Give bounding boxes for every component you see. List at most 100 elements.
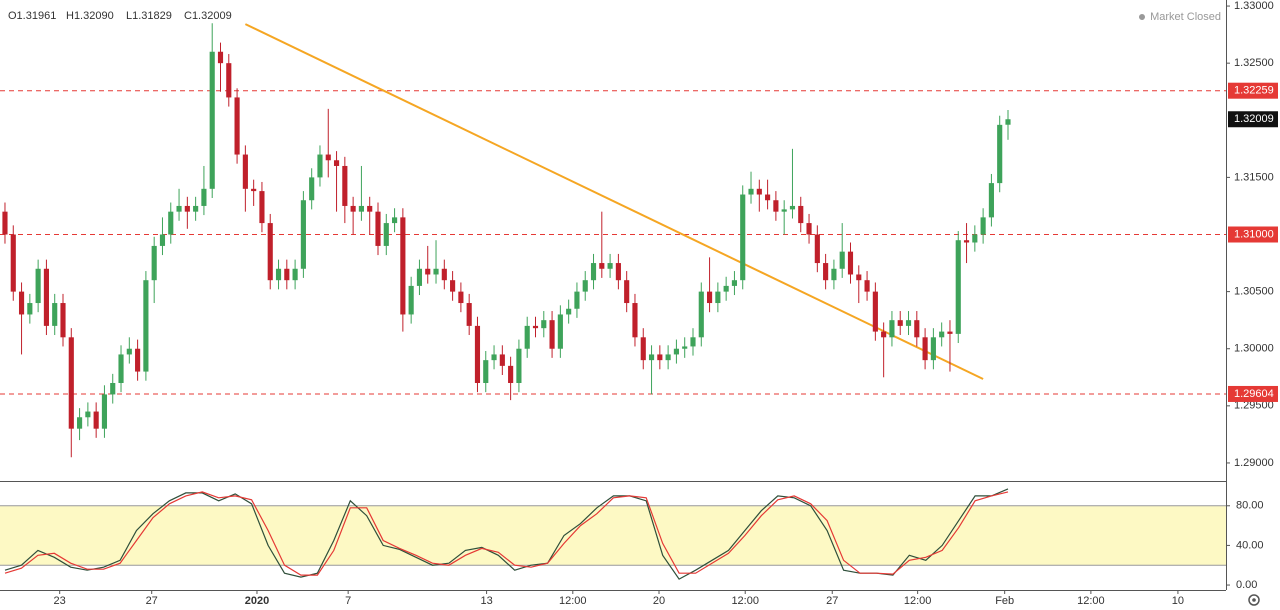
candle-body [27,303,33,315]
candle-body [922,337,928,361]
candle-body [590,263,597,281]
oscillator-line [4,488,1009,580]
candle-body [798,205,804,224]
candle-body [715,291,721,304]
candle-body [126,348,132,355]
candle-body [839,251,845,269]
candle-body [748,188,754,195]
candle-body [516,348,522,383]
candle-body [814,234,820,264]
candle-body [168,211,174,235]
candle-body [101,394,108,429]
candle-body [159,234,166,246]
candle-body [234,97,240,155]
market-status: Market Closed [1150,11,1221,23]
x-tick-label: 27 [826,595,838,607]
candle-body [499,354,505,366]
candle-body [333,160,340,166]
y-tick-label: 80.00 [1236,500,1264,512]
candle-body [690,337,696,347]
candle-body [823,263,829,281]
candle-body [740,194,746,281]
ohlc-low: L1.31829 [126,10,172,22]
candle-body [648,354,655,361]
candle-body [997,124,1003,184]
candle-body [143,280,149,372]
candle-body [599,263,605,269]
candle-body [914,320,920,338]
candle-body [723,285,729,292]
candle-body [18,291,25,315]
candle-body [275,268,282,281]
level-label: 1.29604 [1234,388,1274,400]
candle-body [939,331,945,338]
x-tick-label: 12:00 [904,595,932,607]
candle-body [259,191,265,224]
candle-body [541,320,547,329]
candle-body [549,320,555,349]
candle-body [930,337,936,361]
candle-body [889,320,895,338]
candle-body [433,268,439,275]
candle-body [615,263,621,281]
level-label: 1.31000 [1234,228,1274,240]
x-tick-label: Feb [995,595,1014,607]
x-tick-label: 12:00 [1077,595,1105,607]
candle-body [607,263,613,269]
candle-body [135,348,141,372]
candle-body [201,188,207,206]
status-dot [1139,14,1145,20]
candle-body [557,314,563,349]
candle-body [2,211,8,235]
candle-body [292,268,298,281]
candle-body [375,211,381,246]
candle-body [508,365,514,383]
candle-body [1005,119,1011,125]
candle-body [60,303,66,338]
x-tick-label: 2020 [245,595,269,607]
candle-body [458,291,464,304]
candle-body [184,205,190,212]
candle-body [773,200,779,212]
candle-body [847,251,854,275]
oscillator-band [0,505,1226,566]
candle-body [118,354,124,383]
candle-body [309,177,315,201]
y-tick-label: 40.00 [1236,539,1264,551]
y-tick-label: 0.00 [1236,579,1257,591]
x-tick-label: 13 [480,595,492,607]
settings-icon[interactable] [1248,594,1260,606]
candle-body [483,360,489,383]
level-label-box [1228,226,1278,243]
last-price-box [1228,111,1278,128]
candle-body [682,346,688,349]
candle-body [532,325,539,329]
candle-body [947,331,953,334]
candle-body [242,154,248,189]
gear-center[interactable] [1252,598,1256,602]
x-tick-label: 7 [345,595,351,607]
candle-body [151,245,157,281]
candle-body [673,348,679,355]
level-label-box [1228,82,1278,99]
candle-body [325,154,331,161]
gear[interactable] [1248,594,1260,606]
candle-body [897,320,903,326]
candle-body [474,325,481,383]
trendline [244,23,984,380]
candle-body [85,411,91,418]
candle-body [864,280,870,292]
candle-body [425,268,431,275]
candle-body [217,51,224,64]
candle-body [317,154,323,178]
candle-body [52,303,58,326]
candle-body [450,280,456,292]
y-tick-label: 1.30000 [1234,343,1274,355]
candle-body [267,223,273,281]
y-tick-label: 1.32500 [1234,57,1274,69]
candle-body [416,268,423,286]
candle-body [731,280,738,286]
candle-body [980,217,986,235]
candle-body [358,205,364,212]
